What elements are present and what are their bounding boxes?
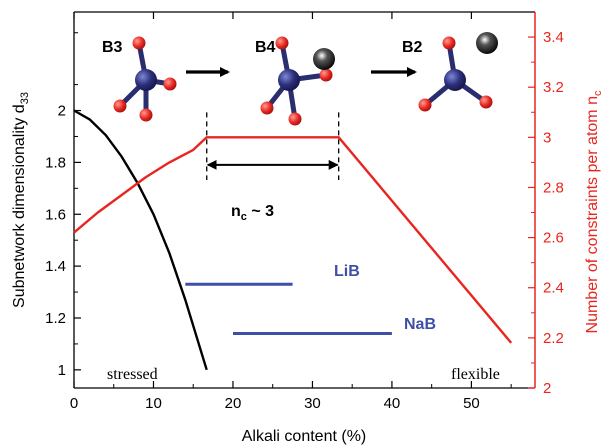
structure-label-b2: B2	[402, 39, 423, 56]
molecule-b2-oxygen-atom-1	[479, 95, 493, 109]
molecule-b4-alkali-atom	[313, 48, 335, 70]
x-tick-label-10: 10	[145, 395, 162, 412]
y2-tick-label-3.2: 3.2	[543, 79, 564, 96]
y2-axis-title: Number of constraints per atom nc	[584, 90, 604, 333]
x-tick-label-50: 50	[463, 395, 480, 412]
y2-tick-label-2: 2	[543, 380, 551, 397]
molecule-b4	[260, 36, 335, 126]
y2-tick-label-3.4: 3.4	[543, 29, 564, 46]
molecule-b3-oxygen-atom-0	[132, 36, 146, 50]
molecule-b2-boron-atom	[444, 69, 466, 91]
y-tick-label-1.6: 1.6	[45, 206, 66, 223]
molecule-b3-oxygen-atom-1	[163, 77, 177, 91]
y-tick-label-1.2: 1.2	[45, 310, 66, 327]
y-tick-label-1.8: 1.8	[45, 154, 66, 171]
series-group	[73, 109, 513, 371]
series-line-0	[73, 109, 208, 371]
y2-tick-label-2.4: 2.4	[543, 280, 564, 297]
molecule-b3-boron-atom	[135, 69, 157, 91]
y-tick-label-2: 2	[58, 103, 66, 120]
molecule-b4-boron-atom	[278, 69, 300, 91]
label-lib: LiB	[334, 263, 360, 280]
molecule-illustrations	[113, 32, 498, 126]
x-tick-label-0: 0	[70, 395, 78, 412]
molecule-b3	[113, 36, 177, 122]
molecule-b2	[418, 32, 498, 112]
x-tick-label-30: 30	[304, 395, 321, 412]
y2-tick-label-2.8: 2.8	[543, 179, 564, 196]
axis-ticks: 0 10 20 30 40 50 1 1.2 1.4 1.6 1.8 2 2 2.2 2.4 2.6 2.8 3 3…	[45, 12, 564, 412]
y2-tick-label-3: 3	[543, 129, 551, 146]
series-line-1	[73, 136, 513, 344]
y2-tick-label-2.6: 2.6	[543, 230, 564, 247]
y2-tick-label-2.2: 2.2	[543, 330, 564, 347]
x-axis-title: Alkali content (%)	[242, 428, 367, 445]
nc-approx-label: nc ~ 3	[231, 203, 274, 223]
molecule-b2-alkali-atom	[476, 32, 498, 54]
x-tick-label-20: 20	[225, 395, 242, 412]
molecule-b4-oxygen-atom-2	[260, 101, 274, 115]
y-axis-title: Subnetwork dimensionality d33	[11, 92, 31, 308]
molecule-b2-oxygen-atom-2	[418, 98, 432, 112]
label-flexible: flexible	[451, 366, 500, 383]
molecule-b3-oxygen-atom-3	[139, 108, 153, 122]
molecule-b2-oxygen-atom-0	[442, 36, 456, 50]
y-tick-label-1.4: 1.4	[45, 258, 66, 275]
label-nab: NaB	[404, 316, 436, 333]
structure-label-b3: B3	[102, 39, 123, 56]
structure-label-b4: B4	[255, 39, 276, 56]
nc-range-dashes	[206, 112, 340, 180]
molecule-b3-oxygen-atom-2	[113, 99, 127, 113]
label-stressed: stressed	[107, 366, 158, 383]
molecule-b4-oxygen-atom-0	[275, 36, 289, 50]
x-tick-label-40: 40	[384, 395, 401, 412]
molecule-b4-oxygen-atom-3	[288, 112, 302, 126]
molecule-b4-oxygen-atom-1	[319, 68, 333, 82]
y-tick-label-1: 1	[58, 362, 66, 379]
